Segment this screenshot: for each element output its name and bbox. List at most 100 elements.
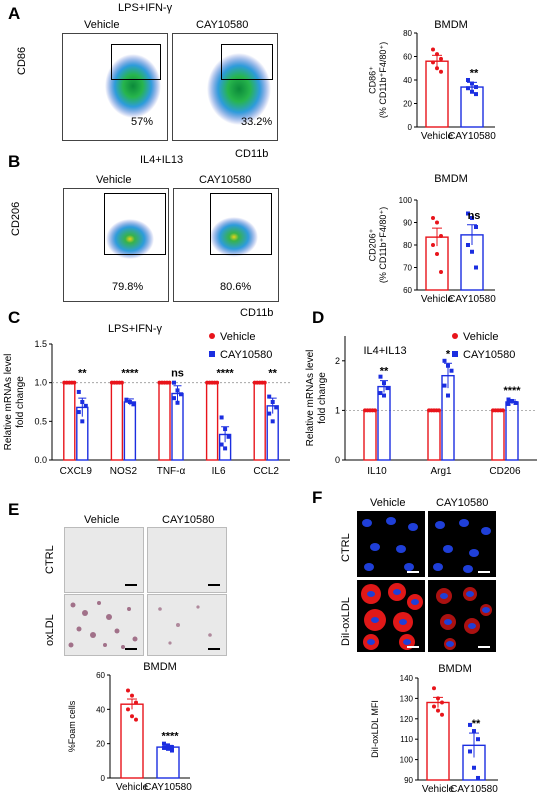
data-point <box>80 419 85 424</box>
data-point <box>431 243 435 247</box>
significance-mark: **** <box>217 368 235 380</box>
y-tick-label: 40 <box>403 76 412 85</box>
panel-b-group-cay: CAY10580 <box>199 174 252 186</box>
chart-a: BMDM 0 20 40 60 80 CD86⁺(% CD11b⁺F4/80⁺) Vehicl… <box>367 19 496 142</box>
data-point <box>470 216 474 220</box>
data-point <box>470 81 474 86</box>
y-tick-label: 2 <box>335 356 340 366</box>
y-tick-label: 100 <box>400 756 414 765</box>
y-axis-label: DiI-oxLDL MFI <box>370 700 380 758</box>
x-tick-label: CCL2 <box>253 466 279 477</box>
y-axis-label-line2: (% CD11b⁺F4/80⁺) <box>378 207 388 283</box>
legend-label-cay: CAY10580 <box>463 349 515 361</box>
scale-bar <box>125 584 137 586</box>
panel-e-row-ctrl: CTRL <box>44 545 56 574</box>
significance-mark: **** <box>503 385 521 397</box>
data-point <box>373 408 377 413</box>
panel-f-group-cay: CAY10580 <box>436 497 489 509</box>
fluorescence-f-ctrl-cay <box>428 511 496 577</box>
significance-mark: * <box>446 348 451 360</box>
data-point <box>378 391 383 396</box>
y-tick-label: 120 <box>400 715 414 724</box>
panel-b-group-vehicle: Vehicle <box>96 174 132 186</box>
y-axis-label-line1: DiI-oxLDL MFI <box>370 700 380 758</box>
y-tick-label: 0 <box>335 455 340 465</box>
data-point <box>166 746 170 751</box>
micrograph-e-oxldl-cay <box>147 594 227 656</box>
nuclei-f-ctrl-cay <box>433 519 491 573</box>
chart-f: BMDM 90 100 110 120 130 140 DiI-oxLDL MFI Vehicl… <box>370 663 498 795</box>
foam-cells-e-cay <box>158 605 212 645</box>
data-point <box>126 688 130 693</box>
data-point <box>172 396 176 401</box>
scale-bar <box>407 571 419 573</box>
x-tick-label: IL6 <box>212 466 226 477</box>
foam-cells-e-vehicle <box>68 601 138 649</box>
dii-oxldl-f-vehicle <box>361 583 423 650</box>
x-tick-label: Arg1 <box>430 466 452 477</box>
flow-plot-a-vehicle: 57% <box>62 33 168 141</box>
data-point <box>223 446 228 451</box>
data-point <box>446 393 450 398</box>
data-point <box>446 363 450 368</box>
data-point <box>219 415 224 420</box>
panel-letter-a: A <box>8 4 21 23</box>
flow-density-b-vehicle <box>106 219 154 259</box>
y-axis-label-line1: CD206⁺ <box>367 228 377 261</box>
data-point <box>215 380 220 385</box>
gate-b-cay <box>210 193 272 255</box>
bar-cay <box>441 374 455 461</box>
y-axis-label-line2: (% CD11b⁺F4/80⁺) <box>378 42 388 118</box>
data-point <box>226 434 231 439</box>
significance-mark: ** <box>380 366 389 378</box>
data-point <box>119 380 124 385</box>
y-tick-label: 0.0 <box>34 455 47 465</box>
data-point <box>474 265 478 270</box>
legend-marker-cay <box>209 351 215 357</box>
flow-plot-b-cay: 80.6% <box>173 188 279 302</box>
data-point <box>76 410 81 415</box>
x-tick-label: IL10 <box>367 466 387 477</box>
data-point <box>172 380 176 385</box>
data-point <box>435 252 439 256</box>
significance-mark: ns <box>171 368 184 380</box>
data-point <box>131 402 136 407</box>
flow-plot-b-vehicle: 79.8% <box>63 188 169 302</box>
bar-cay10580 <box>156 746 180 779</box>
chart-title: LPS+IFN-γ <box>108 323 163 335</box>
significance-mark: ns <box>468 210 481 222</box>
data-point <box>162 741 166 746</box>
fluorescence-f-dii-cay <box>428 580 496 652</box>
data-point <box>170 745 174 750</box>
data-point <box>436 708 440 713</box>
chart-title: IL4+IL13 <box>363 345 406 357</box>
panel-f-row-dii: DiI-oxLDL <box>340 597 352 646</box>
dii-oxldl-f-cay <box>436 587 492 650</box>
data-point <box>439 56 443 61</box>
data-point <box>126 707 130 712</box>
data-point <box>134 700 138 705</box>
data-point <box>274 405 279 410</box>
data-point <box>431 47 435 52</box>
y-tick-label: 0 <box>101 774 106 783</box>
bar-vehicle <box>425 60 449 128</box>
data-point <box>466 78 470 82</box>
panel-b-condition: IL4+IL13 <box>140 154 184 166</box>
data-point <box>435 220 439 225</box>
data-point <box>437 408 441 413</box>
significance-mark: ** <box>472 718 481 730</box>
data-point <box>440 712 444 717</box>
panel-b-x-marker: CD11b <box>240 307 274 319</box>
data-point <box>378 374 383 379</box>
data-point <box>472 765 476 770</box>
scale-bar <box>208 648 220 650</box>
fluorescence-f-dii-vehicle <box>357 580 425 652</box>
chart-title: BMDM <box>143 661 177 673</box>
bar-vehicle <box>491 409 505 461</box>
bar-vehicle <box>110 381 124 461</box>
y-tick-label: 140 <box>400 674 414 683</box>
y-tick-label: 20 <box>96 740 105 749</box>
data-point <box>162 745 166 750</box>
y-axis-label-line2: fold change <box>317 372 328 424</box>
